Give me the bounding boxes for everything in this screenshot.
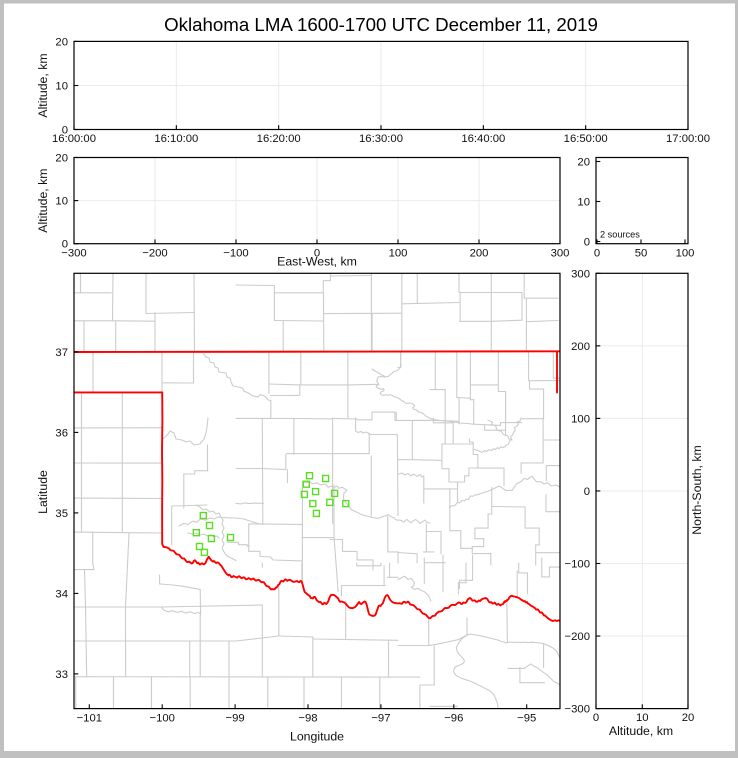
svg-text:16:50:00: 16:50:00 — [564, 133, 608, 145]
svg-text:34: 34 — [55, 588, 68, 600]
svg-text:−96: −96 — [444, 713, 463, 725]
svg-text:17:00:00: 17:00:00 — [666, 133, 710, 145]
svg-text:16:10:00: 16:10:00 — [154, 133, 198, 145]
svg-text:20: 20 — [577, 157, 590, 169]
svg-text:0: 0 — [594, 248, 600, 260]
svg-text:0: 0 — [62, 125, 68, 137]
svg-text:Altitude, km: Altitude, km — [36, 53, 50, 117]
svg-text:100: 100 — [389, 248, 408, 260]
svg-text:20: 20 — [55, 36, 68, 48]
svg-text:−98: −98 — [298, 713, 317, 725]
svg-text:Altitude, km: Altitude, km — [609, 724, 673, 738]
svg-text:20: 20 — [55, 153, 68, 165]
svg-text:10: 10 — [55, 81, 68, 93]
svg-text:0: 0 — [593, 712, 599, 724]
svg-text:Altitude, km: Altitude, km — [36, 168, 50, 232]
svg-text:0: 0 — [62, 239, 68, 251]
svg-text:100: 100 — [571, 413, 590, 425]
svg-text:200: 200 — [470, 248, 489, 260]
svg-text:300: 300 — [551, 248, 570, 260]
svg-text:300: 300 — [571, 268, 590, 280]
svg-text:100: 100 — [676, 248, 695, 260]
svg-text:20: 20 — [682, 712, 695, 724]
svg-text:−300: −300 — [565, 704, 590, 716]
svg-text:0: 0 — [584, 486, 590, 498]
svg-text:35: 35 — [55, 508, 68, 520]
svg-text:10: 10 — [636, 712, 649, 724]
svg-text:−100: −100 — [149, 713, 174, 725]
svg-text:16:20:00: 16:20:00 — [257, 133, 301, 145]
svg-text:−300: −300 — [61, 248, 86, 260]
svg-text:Latitude: Latitude — [36, 470, 50, 514]
svg-text:−200: −200 — [565, 631, 590, 643]
svg-text:16:30:00: 16:30:00 — [359, 133, 403, 145]
svg-text:−100: −100 — [223, 248, 248, 260]
svg-text:−97: −97 — [371, 713, 390, 725]
svg-text:Longitude: Longitude — [290, 730, 344, 744]
svg-text:Oklahoma LMA 1600-1700 UTC Dec: Oklahoma LMA 1600-1700 UTC December 11, … — [164, 14, 598, 35]
svg-text:−100: −100 — [565, 559, 590, 571]
svg-text:−99: −99 — [226, 713, 245, 725]
svg-text:−95: −95 — [517, 713, 536, 725]
svg-text:10: 10 — [55, 196, 68, 208]
svg-text:East-West, km: East-West, km — [277, 255, 357, 269]
svg-text:36: 36 — [55, 427, 68, 439]
svg-text:200: 200 — [571, 341, 590, 353]
svg-text:50: 50 — [635, 248, 648, 260]
svg-text:2 sources: 2 sources — [600, 230, 640, 240]
svg-text:16:40:00: 16:40:00 — [461, 133, 505, 145]
svg-text:16:00:00: 16:00:00 — [52, 133, 96, 145]
svg-text:0: 0 — [584, 237, 590, 249]
svg-text:North-South, km: North-South, km — [690, 445, 704, 535]
svg-text:10: 10 — [577, 197, 590, 209]
svg-text:0: 0 — [314, 248, 320, 260]
svg-text:−200: −200 — [142, 248, 167, 260]
svg-text:−101: −101 — [77, 713, 102, 725]
svg-text:33: 33 — [55, 669, 68, 681]
svg-text:37: 37 — [55, 347, 68, 359]
